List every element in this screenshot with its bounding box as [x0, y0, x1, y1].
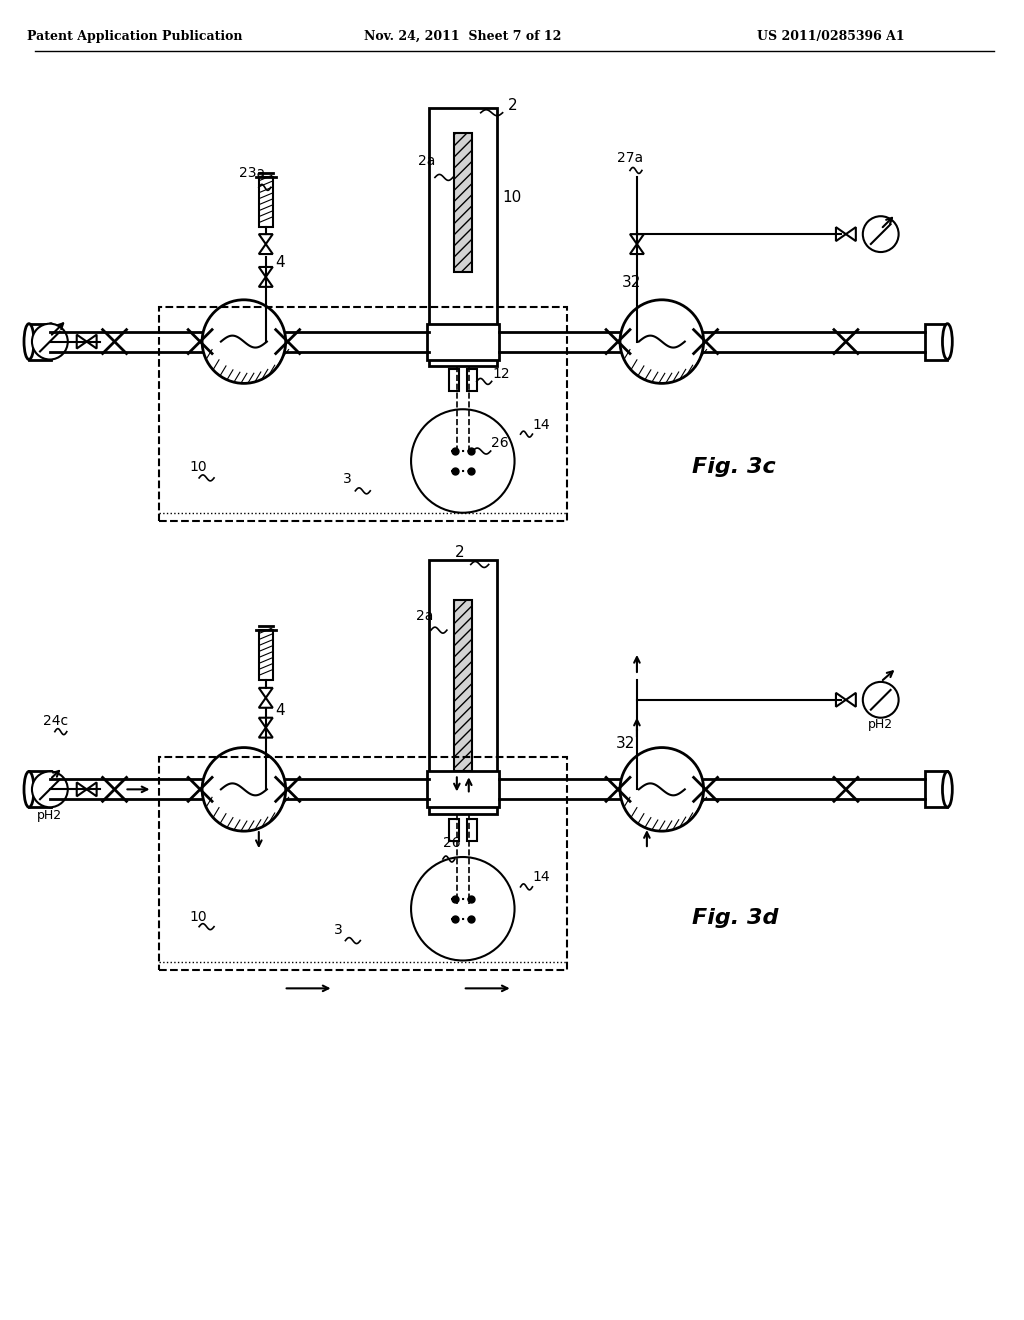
Polygon shape — [836, 227, 846, 242]
Text: US 2011/0285396 A1: US 2011/0285396 A1 — [757, 29, 905, 42]
Bar — [926, 771, 947, 808]
Polygon shape — [259, 698, 272, 708]
Polygon shape — [846, 693, 856, 706]
Polygon shape — [630, 244, 644, 253]
Bar — [29, 771, 51, 808]
Bar — [259, 630, 272, 680]
Text: 26: 26 — [490, 436, 508, 450]
Text: 32: 32 — [622, 275, 641, 290]
Circle shape — [411, 857, 514, 961]
Text: 3: 3 — [343, 471, 352, 486]
Text: 32: 32 — [616, 735, 636, 751]
Bar — [160, 756, 567, 970]
Bar — [160, 306, 567, 520]
Polygon shape — [846, 227, 856, 242]
Text: Fig. 3d: Fig. 3d — [691, 908, 778, 928]
Circle shape — [32, 771, 68, 808]
Bar — [926, 323, 947, 359]
Bar — [429, 561, 497, 814]
Ellipse shape — [24, 323, 34, 359]
Polygon shape — [259, 718, 272, 727]
Ellipse shape — [942, 323, 952, 359]
Text: 2a: 2a — [418, 154, 435, 169]
Text: 23a: 23a — [239, 166, 265, 181]
Text: 14: 14 — [532, 870, 550, 884]
Text: 4: 4 — [275, 255, 286, 271]
Text: Fig. 3c: Fig. 3c — [691, 457, 775, 477]
Polygon shape — [87, 335, 96, 348]
Text: 14: 14 — [532, 418, 550, 432]
Text: 10: 10 — [189, 909, 207, 924]
Ellipse shape — [24, 771, 34, 808]
Ellipse shape — [46, 323, 55, 359]
Bar — [454, 132, 472, 272]
Text: 2a: 2a — [416, 610, 433, 623]
Polygon shape — [259, 727, 272, 738]
Text: 24c: 24c — [43, 714, 68, 727]
Bar — [454, 601, 472, 771]
Text: 4: 4 — [275, 702, 286, 718]
Text: 2: 2 — [508, 98, 517, 112]
Ellipse shape — [46, 771, 55, 808]
Polygon shape — [259, 267, 272, 277]
Text: 10: 10 — [189, 459, 207, 474]
Polygon shape — [77, 783, 87, 796]
Circle shape — [202, 747, 286, 832]
Polygon shape — [836, 693, 846, 706]
Bar — [449, 820, 459, 841]
Polygon shape — [259, 688, 272, 698]
Text: 26: 26 — [443, 836, 461, 850]
Bar — [29, 323, 51, 359]
Circle shape — [202, 300, 286, 383]
Ellipse shape — [942, 771, 952, 808]
Polygon shape — [77, 335, 87, 348]
Circle shape — [32, 323, 68, 359]
Circle shape — [863, 216, 899, 252]
Bar — [427, 771, 499, 808]
Bar — [467, 820, 477, 841]
Text: 27a: 27a — [617, 152, 643, 165]
Circle shape — [620, 300, 703, 383]
Circle shape — [620, 747, 703, 832]
Bar — [427, 323, 499, 359]
Circle shape — [411, 409, 514, 512]
Text: 2: 2 — [455, 545, 465, 560]
Text: 12: 12 — [493, 367, 510, 381]
Bar — [467, 370, 477, 391]
Bar — [449, 370, 459, 391]
Text: Patent Application Publication: Patent Application Publication — [27, 29, 243, 42]
Bar — [259, 177, 272, 227]
Text: Nov. 24, 2011  Sheet 7 of 12: Nov. 24, 2011 Sheet 7 of 12 — [365, 29, 561, 42]
Polygon shape — [630, 234, 644, 244]
Text: 3: 3 — [334, 923, 342, 937]
Polygon shape — [87, 783, 96, 796]
Bar — [429, 108, 497, 367]
Circle shape — [863, 682, 899, 718]
Text: pH2: pH2 — [37, 809, 62, 822]
Text: pH2: pH2 — [868, 718, 893, 731]
Polygon shape — [259, 234, 272, 244]
Text: 10: 10 — [503, 190, 522, 206]
Polygon shape — [259, 244, 272, 253]
Polygon shape — [259, 277, 272, 286]
